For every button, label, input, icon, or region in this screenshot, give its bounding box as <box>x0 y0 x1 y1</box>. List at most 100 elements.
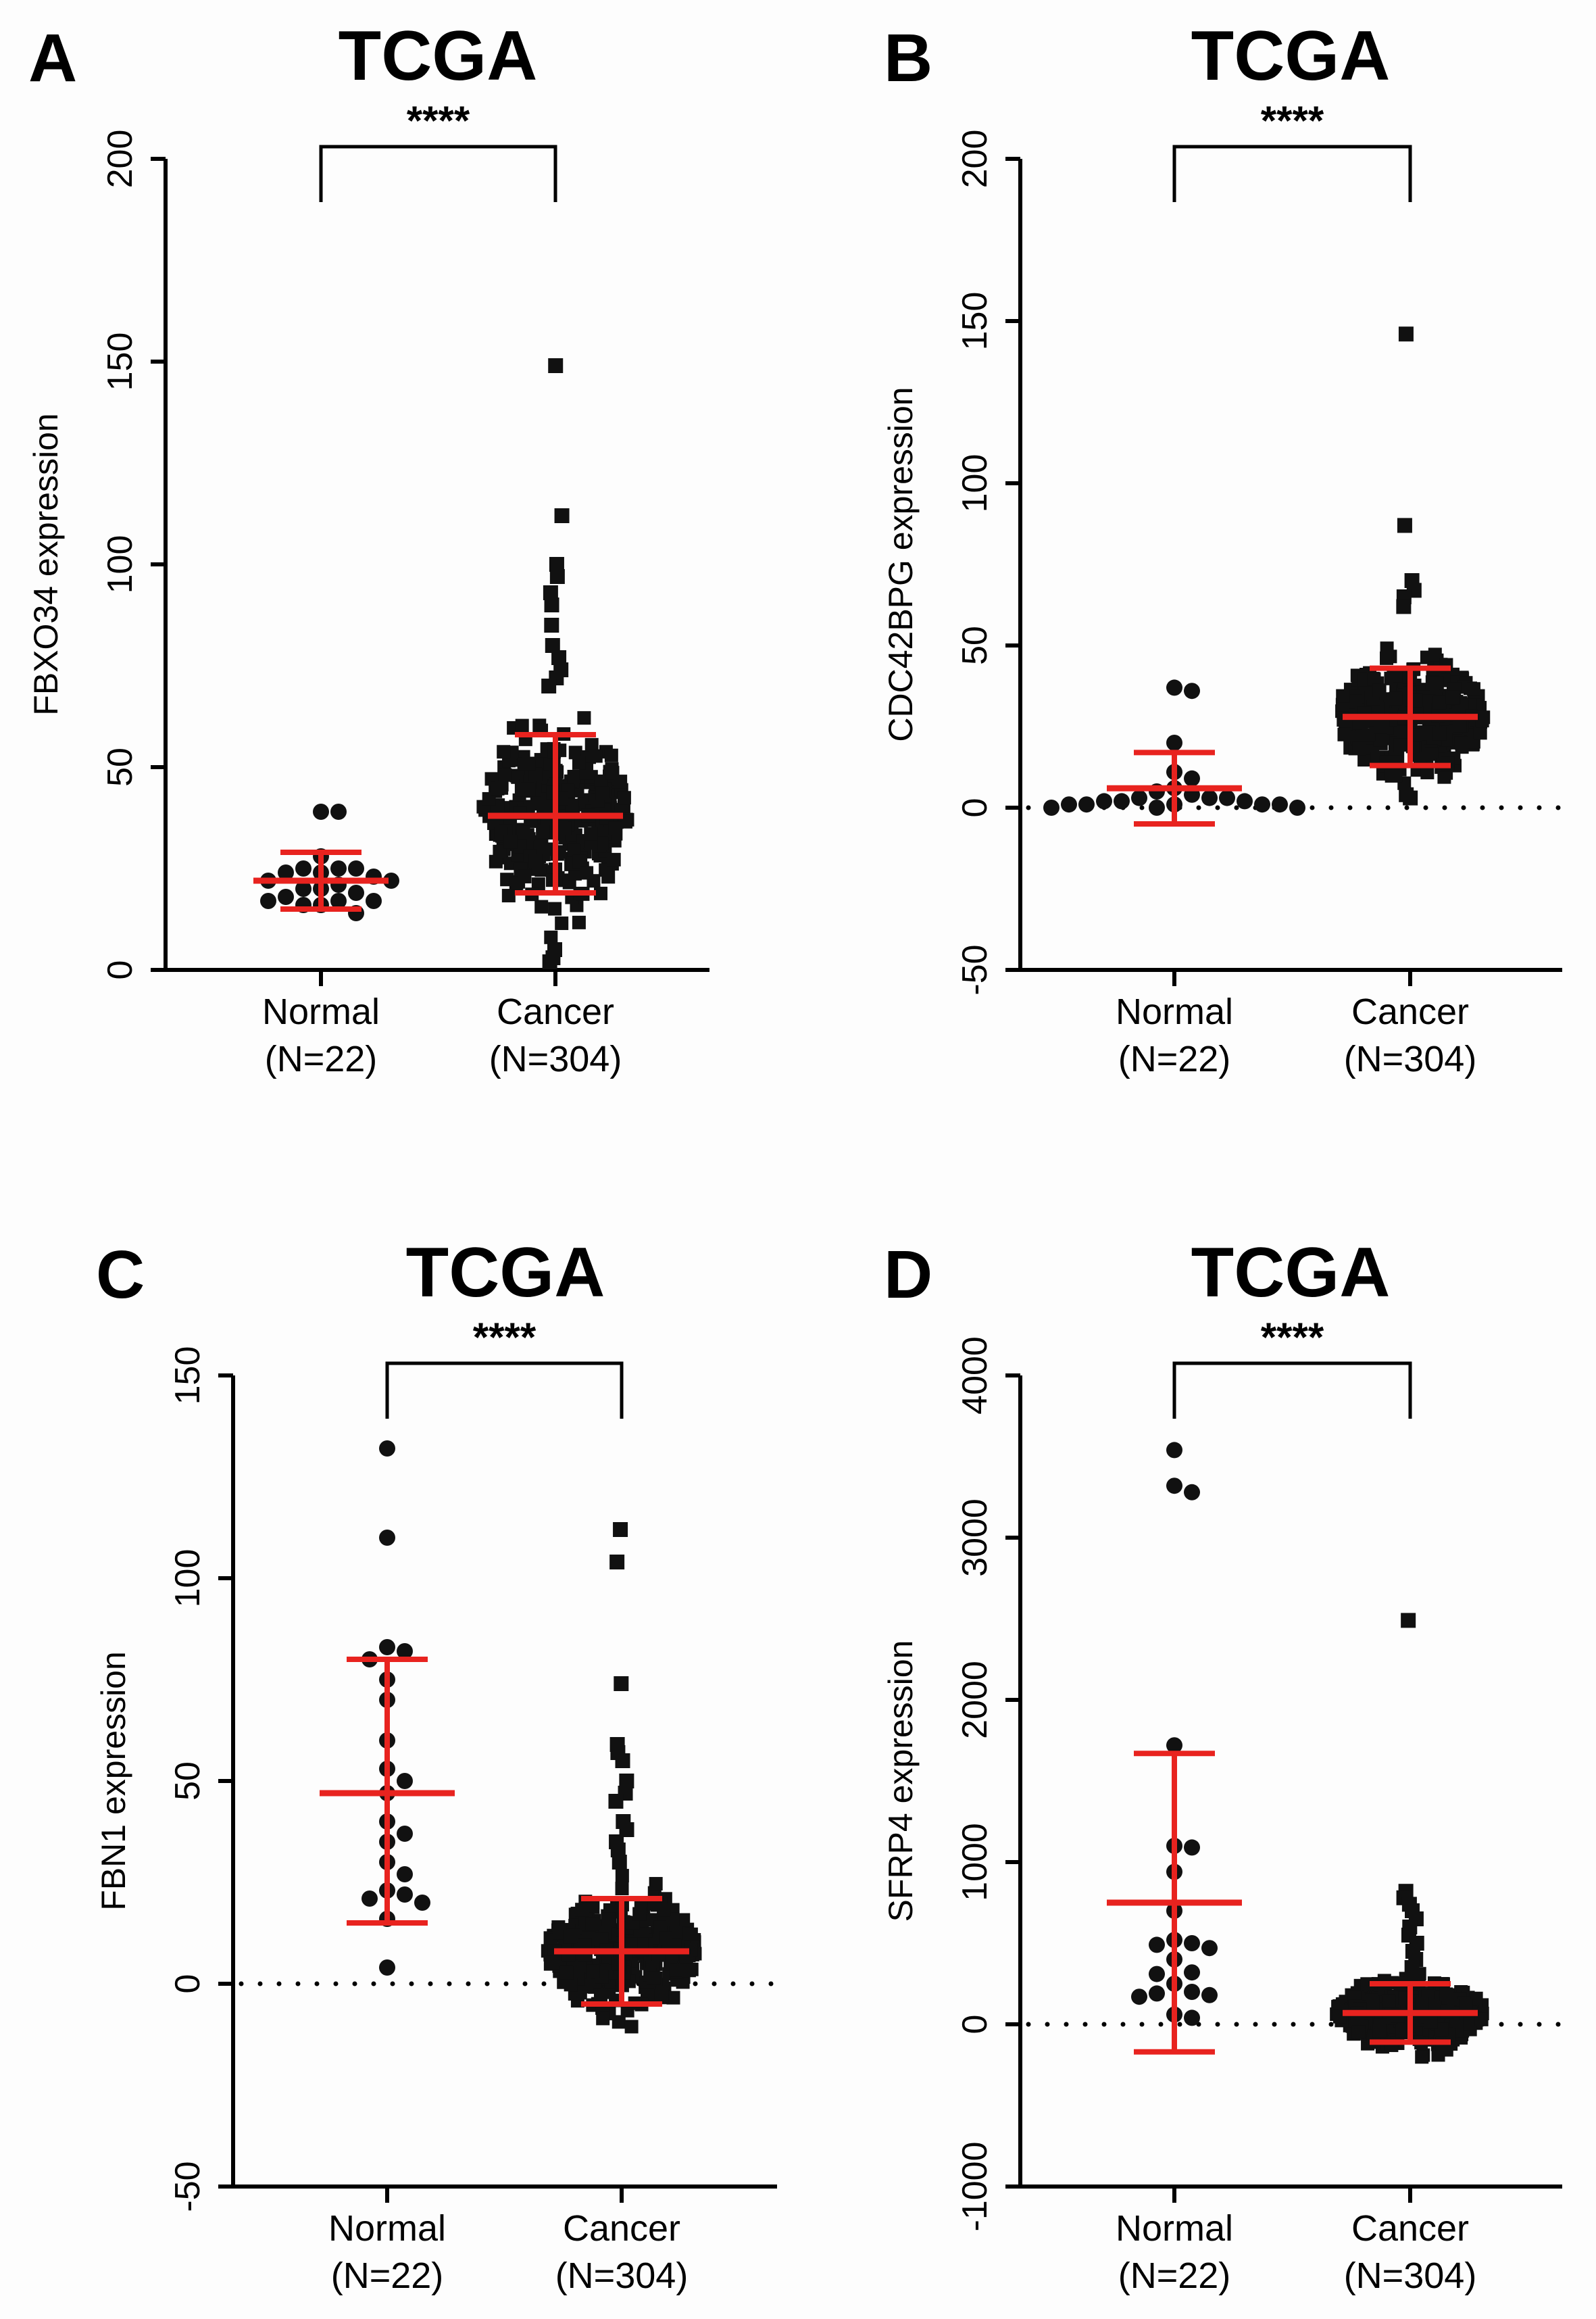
x-category-n-label: (N=22) <box>265 1039 378 1079</box>
data-point <box>1399 787 1414 802</box>
x-category-label: Normal <box>1116 992 1233 1032</box>
data-point <box>572 1959 587 1974</box>
data-point <box>1184 1484 1200 1500</box>
data-point <box>1348 694 1362 708</box>
data-point <box>599 863 613 877</box>
data-point <box>577 711 591 725</box>
data-point <box>619 1774 634 1788</box>
data-point <box>1372 2024 1387 2038</box>
data-point <box>1337 727 1351 741</box>
data-point <box>1339 716 1353 731</box>
y-tick-label: -1000 <box>955 2142 995 2232</box>
data-point <box>549 557 564 572</box>
data-point <box>1149 1966 1165 1982</box>
data-point <box>608 1794 624 1809</box>
data-point <box>1420 765 1435 779</box>
x-category-label: Cancer <box>497 992 614 1032</box>
data-point <box>601 1912 616 1926</box>
y-axis-label: CDC42BPG expression <box>882 387 920 741</box>
y-tick-label: 0 <box>168 1974 207 1994</box>
data-point <box>1459 1999 1473 2013</box>
data-point <box>1432 727 1447 741</box>
data-point <box>501 889 516 903</box>
data-point <box>1469 1991 1483 2005</box>
data-point <box>397 1826 413 1842</box>
data-point <box>580 866 594 880</box>
data-point <box>544 597 559 612</box>
data-point <box>617 791 631 805</box>
y-tick-label: -50 <box>168 2161 207 2212</box>
data-point <box>383 873 399 889</box>
data-point <box>584 827 598 841</box>
data-point <box>554 508 570 523</box>
data-point <box>1184 770 1200 787</box>
data-point <box>528 767 543 781</box>
data-point <box>348 860 364 877</box>
data-point <box>1439 1987 1453 2001</box>
data-point <box>379 1959 395 1976</box>
data-point <box>1201 1940 1218 1957</box>
y-tick-label: 50 <box>955 626 995 665</box>
x-category-label: Cancer <box>1351 2208 1469 2249</box>
panel-letter: B <box>884 20 932 96</box>
x-category-n-label: (N=304) <box>555 2255 689 2296</box>
data-point <box>1396 599 1412 614</box>
data-point <box>498 768 512 782</box>
x-category-n-label: (N=22) <box>1118 1039 1231 1079</box>
data-point <box>612 1855 627 1870</box>
data-point <box>585 1917 599 1931</box>
data-point <box>1432 695 1447 710</box>
data-point <box>1149 800 1165 816</box>
data-point <box>1424 2015 1438 2029</box>
x-category-label: Normal <box>262 992 380 1032</box>
significance-bracket <box>1172 145 1412 202</box>
data-point <box>619 1822 634 1837</box>
data-point <box>595 786 609 800</box>
data-point <box>1352 741 1366 756</box>
data-point <box>330 860 347 877</box>
data-point <box>1373 733 1387 747</box>
data-point <box>516 825 530 839</box>
data-point <box>379 1530 395 1546</box>
data-point <box>518 869 532 883</box>
data-point <box>682 1963 696 1978</box>
data-point <box>1043 800 1059 816</box>
data-point <box>541 679 557 693</box>
data-point <box>1466 682 1480 696</box>
data-point <box>634 1937 649 1951</box>
normal-points <box>1043 679 1305 816</box>
data-point <box>1415 2050 1429 2064</box>
data-point <box>1382 1994 1396 2008</box>
data-point <box>1166 1737 1182 1754</box>
data-point <box>1237 793 1253 810</box>
data-point <box>1380 641 1394 656</box>
data-point <box>313 804 329 820</box>
data-point <box>515 718 529 733</box>
data-point <box>493 844 507 858</box>
data-point <box>548 902 562 916</box>
data-point <box>1397 725 1411 739</box>
data-point <box>659 1931 673 1945</box>
data-point <box>1351 2025 1366 2039</box>
data-point <box>278 889 294 905</box>
data-point <box>397 1643 413 1659</box>
data-point <box>1254 796 1270 813</box>
data-point <box>544 618 559 633</box>
data-point <box>572 854 587 869</box>
data-point <box>1131 1988 1147 2005</box>
data-point <box>1149 1985 1165 2002</box>
data-point <box>572 756 586 770</box>
y-tick-label: 100 <box>168 1549 207 1608</box>
data-point <box>586 1964 600 1978</box>
data-point <box>528 854 543 868</box>
x-category-n-label: (N=304) <box>1344 2255 1477 2296</box>
data-point <box>604 748 618 762</box>
data-point <box>595 1932 609 1947</box>
y-tick-label: 150 <box>101 333 140 391</box>
data-point <box>1184 1839 1200 1856</box>
panel-c: C TCGA -50 0 50 100 150 FBN1 expression Normal (N… <box>95 1234 787 2296</box>
chart-title: TCGA <box>406 1234 605 1312</box>
y-tick-label: 150 <box>168 1346 207 1405</box>
y-axis-label: SFRP4 expression <box>882 1640 920 1922</box>
data-point <box>1201 789 1218 806</box>
